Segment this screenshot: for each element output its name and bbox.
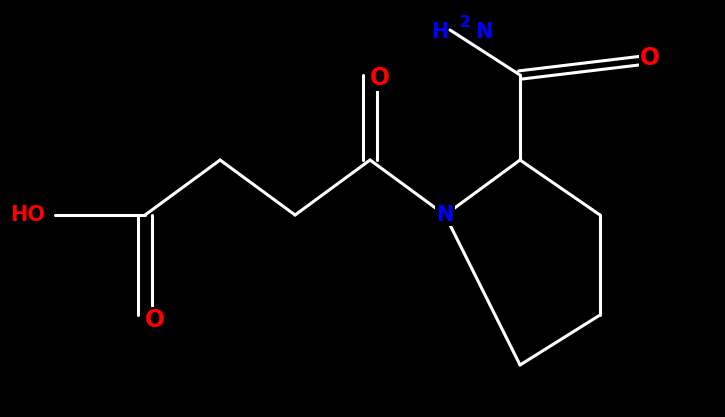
Text: N: N — [475, 22, 492, 42]
Text: N: N — [436, 205, 454, 225]
Text: O: O — [145, 308, 165, 332]
Text: 2: 2 — [460, 15, 471, 30]
Text: O: O — [370, 66, 390, 90]
Text: O: O — [640, 46, 660, 70]
Text: HO: HO — [10, 205, 45, 225]
Text: H: H — [431, 22, 448, 42]
